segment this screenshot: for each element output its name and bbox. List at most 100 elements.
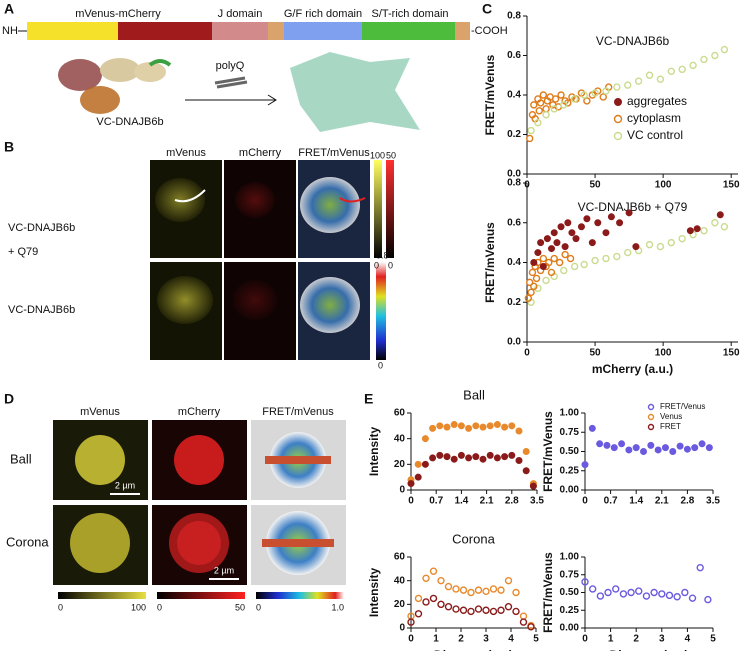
data-point <box>581 461 589 469</box>
data-point <box>482 587 490 596</box>
micrographs <box>150 160 394 360</box>
data-point <box>550 105 558 113</box>
x-tick-label: 150 <box>723 348 740 359</box>
data-point <box>522 467 530 475</box>
data-point <box>588 424 596 432</box>
data-point <box>720 45 729 54</box>
data-point <box>497 606 505 614</box>
data-point <box>561 250 569 259</box>
data-point <box>665 591 674 600</box>
column-label: mVenus <box>166 147 206 159</box>
data-point <box>437 600 445 609</box>
data-point <box>548 245 556 253</box>
x-tick-label: 0 <box>582 496 588 507</box>
data-point <box>536 99 545 107</box>
data-point <box>436 422 444 430</box>
x-tick-label: 0.7 <box>429 496 443 507</box>
colorbar-label: 100 <box>370 150 385 160</box>
data-point <box>422 574 430 582</box>
y-tick-label: 0.50 <box>560 446 580 457</box>
data-point <box>624 248 632 257</box>
micrographs <box>53 420 346 599</box>
data-point <box>676 442 684 450</box>
data-point <box>535 107 543 115</box>
domain-label: mVenus-mCherry <box>75 8 161 20</box>
data-point <box>457 451 465 459</box>
data-point <box>691 444 699 452</box>
row-label: VC-DNAJB6b <box>8 222 75 234</box>
domain-label: S/T-rich domain <box>371 8 448 20</box>
data-point <box>711 51 719 60</box>
row-label: VC-DNAJB6b <box>8 304 75 316</box>
y-axis-label: Intensity <box>367 568 381 618</box>
data-point <box>534 284 542 293</box>
data-point <box>683 445 691 453</box>
data-point <box>555 258 564 267</box>
y-tick-label: 0.8 <box>507 11 521 22</box>
x-axis-label: Distance (µm) <box>610 648 689 651</box>
data-point <box>635 587 643 595</box>
data-point <box>599 93 607 101</box>
y-tick-label: 0.2 <box>507 129 521 140</box>
data-point <box>650 588 658 597</box>
colorbar-label: 0 <box>378 360 383 370</box>
c-terminus: -COOH <box>471 25 508 37</box>
data-point <box>504 576 513 585</box>
data-point <box>642 592 651 600</box>
data-point <box>602 229 610 237</box>
data-point <box>421 460 429 468</box>
legend-marker <box>613 131 623 141</box>
data-point <box>515 427 523 435</box>
legend-label: FRET <box>660 422 681 431</box>
data-point <box>530 259 538 266</box>
data-point <box>557 91 565 99</box>
y-tick-label: 0.8 <box>507 178 521 189</box>
data-point <box>583 97 591 105</box>
data-point <box>472 453 480 461</box>
y-tick-label: 1.00 <box>560 408 580 419</box>
x-tick-label: 3.5 <box>706 496 720 507</box>
legend-marker <box>614 98 622 106</box>
row-label: Corona <box>6 534 49 549</box>
data-point <box>566 254 575 263</box>
data-point <box>583 215 591 223</box>
data-point <box>444 582 453 591</box>
data-point <box>647 441 655 449</box>
data-point <box>686 227 694 235</box>
data-point <box>534 249 542 257</box>
data-point <box>422 598 430 606</box>
legend-label: Venus <box>660 412 682 421</box>
y-axis-label: FRET/mVenus <box>483 54 497 135</box>
data-point <box>497 586 505 594</box>
y-tick-label: 0.75 <box>560 427 580 438</box>
x-tick-label: 3 <box>659 634 665 645</box>
x-tick-label: 100 <box>655 180 672 191</box>
data-point <box>519 618 528 626</box>
data-point <box>414 460 422 468</box>
data-point <box>547 268 556 277</box>
data-point <box>467 607 475 616</box>
data-point <box>613 252 621 261</box>
y-tick-label: 0 <box>399 485 405 496</box>
data-point <box>568 229 576 237</box>
x-tick-label: 1.4 <box>629 496 643 507</box>
n-terminus: NH- <box>2 25 22 37</box>
data-point <box>632 444 640 452</box>
data-point <box>645 71 654 79</box>
data-point <box>539 262 547 270</box>
data-point <box>705 444 713 452</box>
data-point <box>678 234 686 243</box>
x-axis-label: mCherry (a.u.) <box>592 362 673 376</box>
x-axis-label: Distance (µm) <box>434 648 513 651</box>
colorbar-label: 50 <box>386 150 396 160</box>
data-point <box>572 235 580 243</box>
data-point <box>407 618 415 626</box>
data-point <box>700 55 708 64</box>
data-point <box>580 260 588 269</box>
data-point <box>508 451 516 459</box>
data-point <box>700 226 708 235</box>
data-point <box>479 423 487 431</box>
x-tick-label: 4 <box>508 634 514 645</box>
data-point <box>688 594 697 602</box>
